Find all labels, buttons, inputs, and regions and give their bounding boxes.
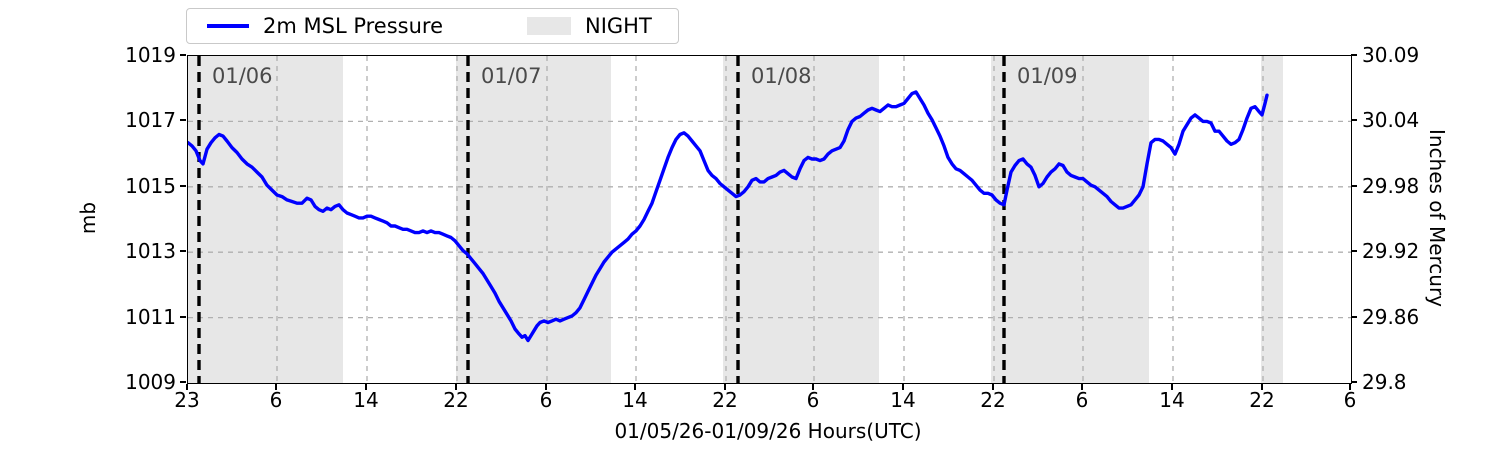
x-tick-mark: [275, 384, 277, 390]
x-tick-label: 6: [1343, 388, 1357, 412]
x-tick-label: 6: [1075, 388, 1089, 412]
y-tick-mark-left: [180, 381, 186, 383]
x-tick-mark: [902, 384, 904, 390]
plot-area: 01/06 01/07 01/08 01/09: [187, 55, 1352, 384]
y-tick-label-right: 29.86: [1362, 304, 1420, 329]
x-tick-label: 23: [174, 388, 200, 412]
y-tick-label-left: 1017: [125, 108, 176, 133]
x-tick-mark: [634, 384, 636, 390]
y-axis-label-right: Inches of Mercury: [1425, 128, 1449, 308]
y-tick-label-left: 1019: [125, 43, 176, 67]
x-tick-mark: [545, 384, 547, 390]
day-lines-layer: [197, 56, 1006, 383]
y-tick-label-right: 29.98: [1362, 173, 1420, 198]
x-tick-label: 14: [1159, 388, 1185, 412]
y-tick-mark-left: [180, 119, 186, 122]
y-tick-label-right: 30.04: [1362, 108, 1420, 133]
y-tick-mark-left: [180, 184, 186, 187]
x-tick-label: 22: [712, 388, 738, 412]
x-tick-mark: [724, 384, 726, 390]
y-tick-mark-left: [180, 54, 186, 56]
y-tick-mark-left: [180, 250, 186, 253]
x-tick-label: 14: [353, 388, 379, 412]
x-tick-label: 6: [539, 388, 553, 412]
x-tick-mark: [455, 384, 457, 390]
day-label: 01/06: [212, 64, 273, 88]
y-tick-mark-right: [1351, 119, 1357, 122]
y-tick-label-right: 30.09: [1362, 43, 1420, 67]
x-tick-mark: [812, 384, 814, 390]
x-tick-label: 22: [1249, 388, 1275, 412]
y-tick-label-left: 1011: [125, 304, 176, 329]
y-tick-label-left: 1009: [125, 370, 176, 394]
x-tick-mark: [1171, 384, 1173, 390]
night-band: [1261, 56, 1283, 383]
x-tick-mark: [1081, 384, 1083, 390]
x-tick-mark: [1349, 384, 1351, 390]
day-label: 01/08: [751, 64, 812, 88]
x-tick-mark: [365, 384, 367, 390]
y-tick-label-left: 1015: [125, 173, 176, 198]
y-tick-mark-right: [1351, 381, 1357, 383]
x-tick-label: 22: [980, 388, 1006, 412]
x-tick-label: 22: [443, 388, 469, 412]
x-tick-label: 6: [269, 388, 283, 412]
x-tick-label: 6: [806, 388, 820, 412]
x-tick-mark: [186, 384, 188, 390]
x-tick-label: 14: [890, 388, 916, 412]
pressure-line-layer: [188, 90, 1269, 343]
plot-canvas: [188, 56, 1351, 383]
y-tick-label-right: 29.8: [1362, 370, 1407, 394]
night-patch-swatch: [527, 17, 571, 35]
y-tick-mark-right: [1351, 315, 1357, 318]
y-tick-mark-right: [1351, 54, 1357, 56]
y-tick-mark-right: [1351, 250, 1357, 253]
pressure-line: [188, 90, 1269, 343]
y-tick-label-right: 29.92: [1362, 239, 1420, 264]
night-band: [991, 56, 1149, 383]
y-tick-mark-left: [180, 315, 186, 318]
legend-pressure-label: 2m MSL Pressure: [263, 14, 443, 38]
day-label: 01/09: [1017, 64, 1078, 88]
day-label: 01/07: [481, 64, 542, 88]
legend-night-label: NIGHT: [585, 14, 652, 38]
x-tick-mark: [1261, 384, 1263, 390]
x-tick-mark: [992, 384, 994, 390]
gridlines-layer: [188, 56, 1351, 383]
legend: 2m MSL Pressure NIGHT: [186, 8, 679, 44]
night-band: [723, 56, 879, 383]
pressure-line-swatch: [207, 24, 249, 28]
night-band: [188, 56, 343, 383]
night-bands-layer: [188, 56, 1283, 383]
y-tick-mark-right: [1351, 184, 1357, 187]
y-tick-label-left: 1013: [125, 239, 176, 264]
x-tick-label: 14: [622, 388, 648, 412]
x-axis-label: 01/05/26-01/09/26 Hours(UTC): [614, 419, 922, 443]
y-axis-label-left: mb: [76, 201, 100, 235]
